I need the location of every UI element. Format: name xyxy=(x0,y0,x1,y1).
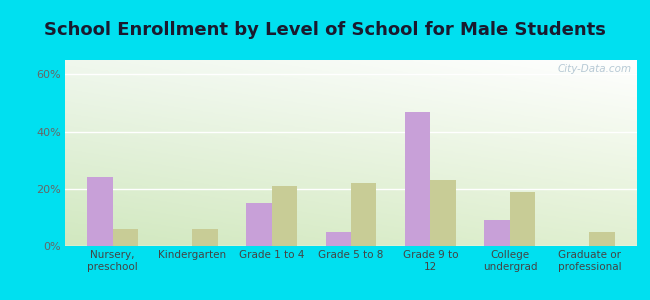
Bar xyxy=(87,177,112,246)
Bar xyxy=(405,112,430,246)
Bar xyxy=(351,183,376,246)
Bar xyxy=(112,229,138,246)
Text: School Enrollment by Level of School for Male Students: School Enrollment by Level of School for… xyxy=(44,21,606,39)
Bar xyxy=(326,232,351,246)
Bar xyxy=(590,232,615,246)
Text: City-Data.com: City-Data.com xyxy=(557,64,631,74)
Bar xyxy=(192,229,218,246)
Bar xyxy=(430,180,456,246)
Bar xyxy=(246,203,272,246)
Bar xyxy=(484,220,510,246)
Bar xyxy=(272,186,297,246)
Bar xyxy=(510,192,536,246)
